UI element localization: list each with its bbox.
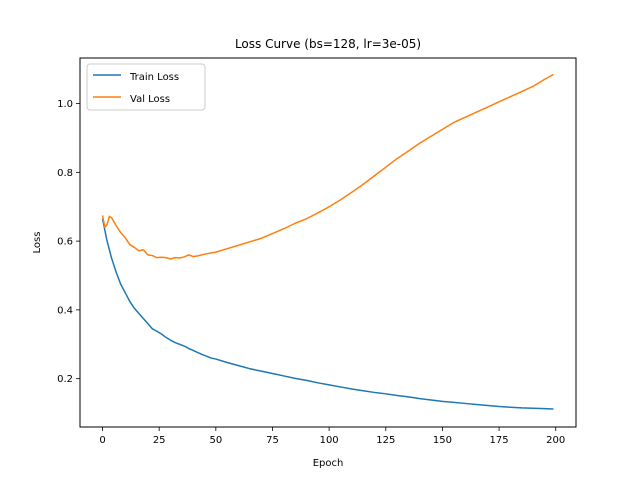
y-axis-label: Loss: [32, 232, 43, 254]
legend-label-val-loss: Val Loss: [130, 94, 170, 105]
x-axis-label: Epoch: [313, 458, 344, 469]
train-loss-line: [101, 218, 554, 410]
y-tick-label: 0.2: [57, 374, 73, 385]
x-tick-label: 25: [153, 435, 166, 446]
x-tick-label: 75: [266, 435, 279, 446]
x-tick-label: 175: [490, 435, 509, 446]
x-tick-label: 125: [376, 435, 395, 446]
y-tick-label: 0.6: [57, 237, 73, 248]
x-tick-label: 0: [99, 435, 105, 446]
y-tick-label: 0.8: [57, 168, 73, 179]
y-axis-ticks: 0.2 0.4 0.6 0.8 1.0: [57, 99, 80, 385]
x-tick-label: 100: [320, 435, 339, 446]
series-lines: [101, 73, 554, 410]
x-tick-label: 50: [209, 435, 222, 446]
legend: Train Loss Val Loss: [86, 63, 206, 111]
plot-area-frame: [79, 57, 577, 428]
y-tick-label: 1.0: [57, 99, 73, 110]
y-tick-label: 0.4: [57, 305, 73, 316]
val-loss-line: [101, 73, 554, 260]
x-tick-label: 150: [433, 435, 452, 446]
chart-title: Loss Curve (bs=128, lr=3e-05): [235, 37, 421, 51]
x-tick-label: 200: [546, 435, 565, 446]
legend-label-train-loss: Train Loss: [129, 72, 179, 83]
x-axis-ticks: 0 25 50 75 100 125 150 175 200: [99, 427, 565, 446]
